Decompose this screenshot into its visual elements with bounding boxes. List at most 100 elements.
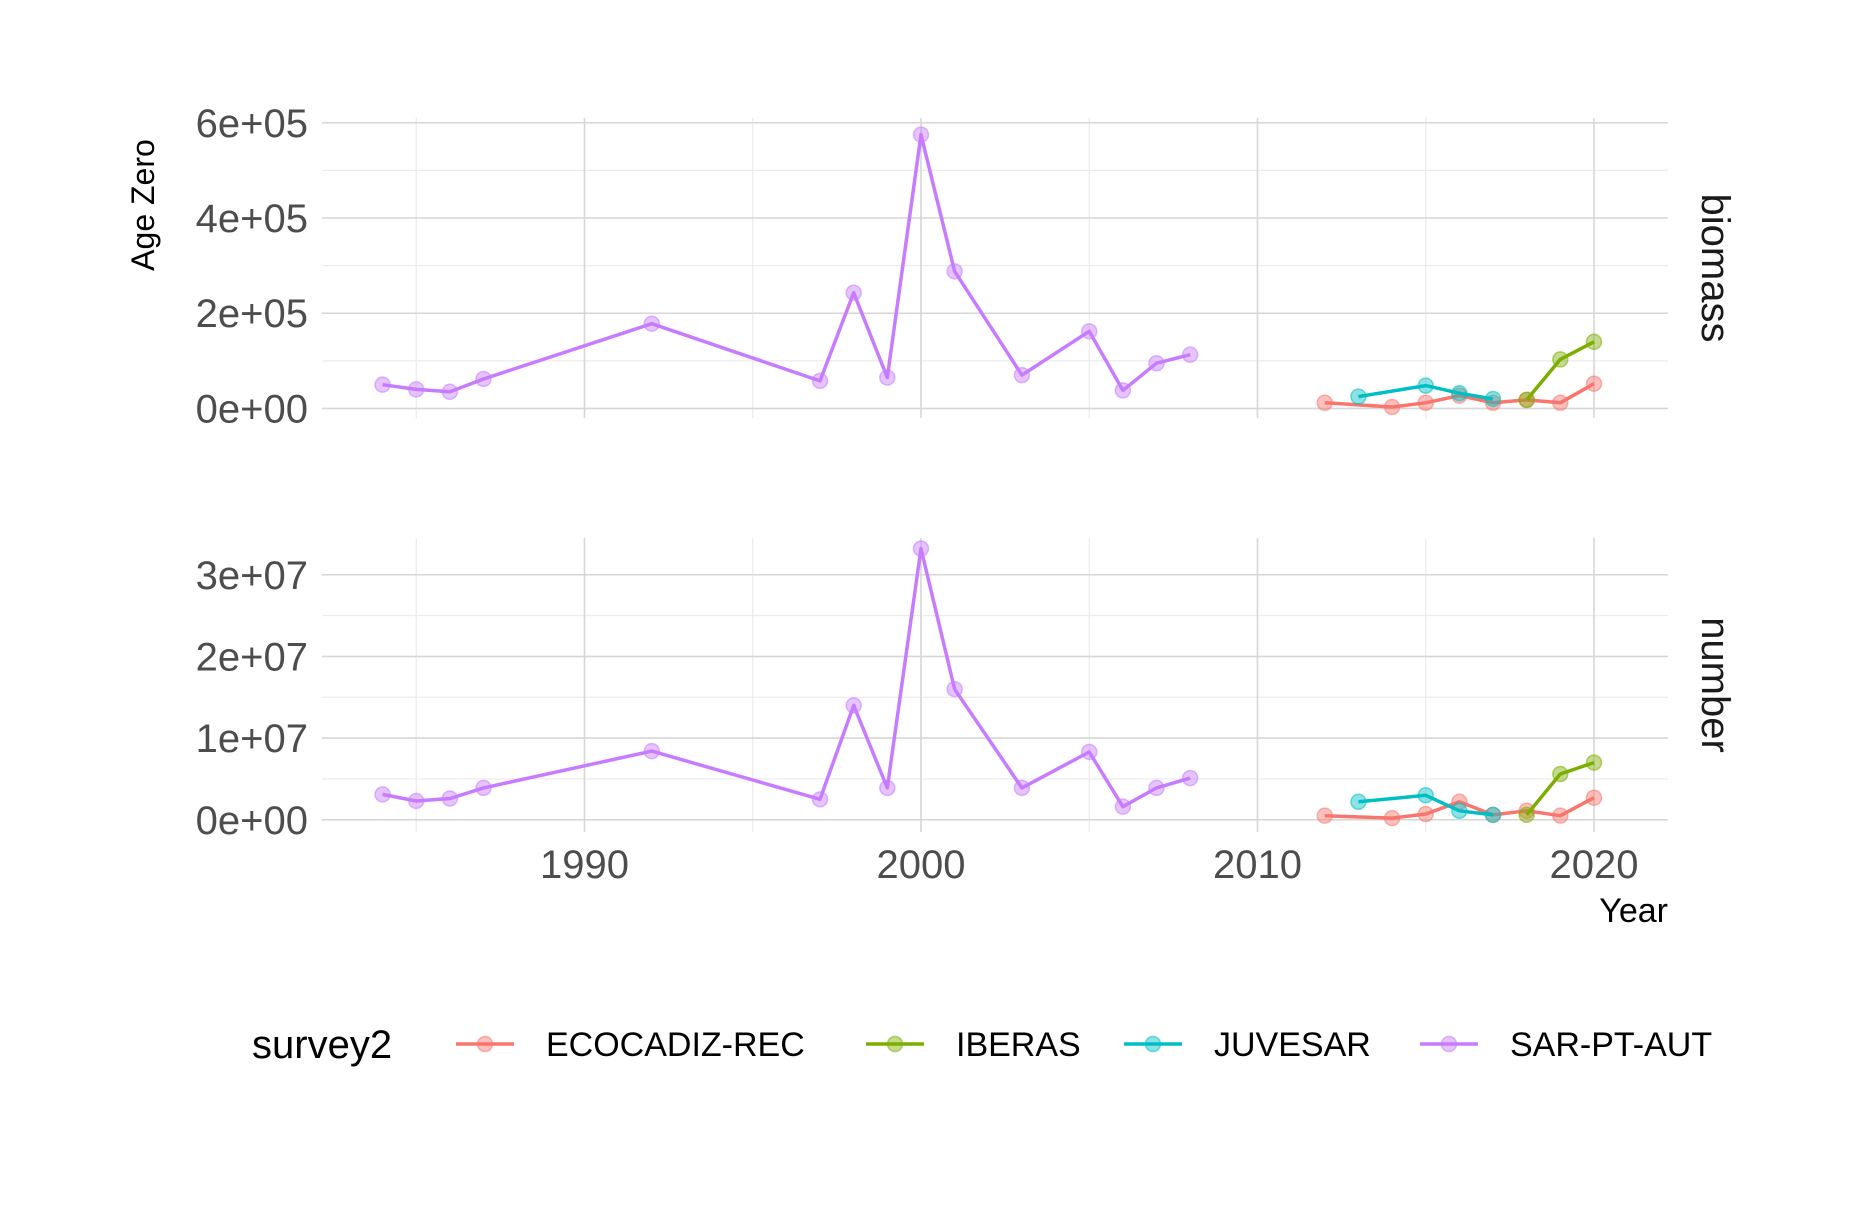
data-point: [1080, 743, 1098, 761]
y-tick-label: 2e+05: [196, 292, 308, 336]
data-point: [1552, 351, 1569, 368]
data-point: [1451, 802, 1468, 820]
series-line: [1324, 382, 1595, 409]
data-point: [879, 779, 896, 797]
data-point: [1518, 802, 1535, 820]
y-tick-label: 4e+05: [196, 197, 308, 241]
series-SAR-PT-AUT: [374, 540, 1199, 815]
series-SAR-PT-AUT: [374, 126, 1199, 401]
x-tick-label: 1990: [540, 843, 629, 887]
data-point: [1417, 377, 1434, 394]
series-ECOCADIZ-REC: [1316, 789, 1603, 827]
y-tick-label: 2e+07: [196, 635, 308, 679]
data-point: [1148, 354, 1165, 372]
data-point: [1316, 394, 1334, 412]
data-point: [374, 376, 391, 393]
data-point: [1013, 779, 1031, 797]
data-point: [1585, 375, 1603, 392]
legend-label: ECOCADIZ-REC: [546, 1026, 805, 1064]
data-point: [1181, 346, 1199, 363]
data-point: [1316, 807, 1334, 824]
data-point: [1484, 390, 1502, 408]
x-axis: 1990 2000 2010 2020: [540, 843, 1638, 887]
legend-key-point: [1144, 1035, 1162, 1053]
series-IBERAS: [1518, 333, 1603, 409]
y-axis-title: Age Zero: [125, 139, 161, 271]
data-point: [1451, 384, 1468, 402]
data-point: [1181, 769, 1199, 787]
data-point: [1552, 394, 1569, 412]
legend-key-point: [1440, 1035, 1458, 1053]
data-point: [475, 779, 492, 797]
x-axis-title: Year: [1599, 892, 1668, 930]
legend-title: survey2: [252, 1023, 392, 1067]
data-point: [1114, 798, 1132, 815]
data-point: [1417, 394, 1434, 412]
y-tick-label: 1e+07: [196, 717, 308, 761]
data-point: [475, 370, 492, 388]
legend-key-point: [476, 1035, 494, 1053]
legend-label: SAR-PT-AUT: [1510, 1026, 1712, 1064]
legend-entry-IBERAS: IBERAS: [866, 1026, 1081, 1064]
panel-biomass: 0e+00 2e+05 4e+05 6e+05 biomass: [196, 102, 1737, 432]
data-point: [1350, 793, 1367, 811]
legend-key-point: [886, 1035, 904, 1053]
data-point: [1484, 806, 1502, 824]
panels: 0e+00 2e+05 4e+05 6e+05 biomass 0e+00 1e+07 2e+…: [196, 102, 1737, 887]
data-point: [1552, 765, 1569, 783]
panel-number: 0e+00 1e+07 2e+07 3e+07 number: [196, 538, 1737, 843]
data-point: [374, 786, 391, 803]
data-point: [912, 540, 930, 557]
data-point: [407, 792, 425, 810]
data-point: [1148, 779, 1165, 797]
legend-label: JUVESAR: [1214, 1026, 1371, 1064]
data-point: [946, 680, 963, 698]
data-point: [441, 383, 459, 401]
data-point: [1417, 787, 1434, 804]
y-tick-label: 0e+00: [196, 799, 308, 843]
data-point: [1552, 807, 1569, 824]
x-tick-label: 2010: [1213, 843, 1302, 887]
series-line: [1358, 383, 1494, 401]
data-point: [1585, 754, 1603, 771]
data-point: [845, 284, 862, 302]
data-point: [912, 126, 930, 143]
data-point: [946, 263, 963, 280]
data-point: [643, 742, 661, 760]
series-IBERAS: [1518, 754, 1603, 824]
y-tick-label: 3e+07: [196, 554, 308, 598]
data-point: [811, 791, 829, 808]
data-point: [1383, 809, 1401, 827]
strip-label-biomass: biomass: [1693, 194, 1737, 343]
data-point: [1518, 391, 1535, 409]
data-point: [1585, 333, 1603, 351]
data-point: [879, 369, 896, 386]
data-point: [1013, 366, 1031, 384]
data-point: [1383, 398, 1401, 416]
strip-label-number: number: [1693, 617, 1737, 753]
data-point: [643, 315, 661, 332]
x-tick-label: 2020: [1549, 843, 1638, 887]
legend-entry-JUVESAR: JUVESAR: [1124, 1026, 1371, 1064]
data-point: [811, 372, 829, 390]
data-point: [1518, 806, 1535, 824]
series-line: [1358, 793, 1494, 817]
data-point: [845, 697, 862, 714]
legend: survey2 ECOCADIZ-REC IBERAS JUVESAR SAR-PT-…: [252, 1023, 1712, 1067]
data-point: [1350, 388, 1367, 405]
y-tick-label: 0e+00: [196, 387, 308, 431]
y-tick-label: 6e+05: [196, 102, 308, 146]
legend-entry-ECOCADIZ-REC: ECOCADIZ-REC: [456, 1026, 805, 1064]
series-line: [1525, 340, 1595, 402]
data-point: [1585, 789, 1603, 806]
series-line: [382, 546, 1191, 809]
legend-label: IBERAS: [956, 1026, 1081, 1064]
data-point: [1417, 805, 1434, 823]
legend-entry-SAR-PT-AUT: SAR-PT-AUT: [1420, 1026, 1712, 1064]
data-point: [1114, 382, 1132, 399]
series-JUVESAR: [1350, 787, 1502, 824]
data-point: [1080, 323, 1098, 340]
x-tick-label: 2000: [876, 843, 965, 887]
series-line: [1324, 796, 1595, 820]
